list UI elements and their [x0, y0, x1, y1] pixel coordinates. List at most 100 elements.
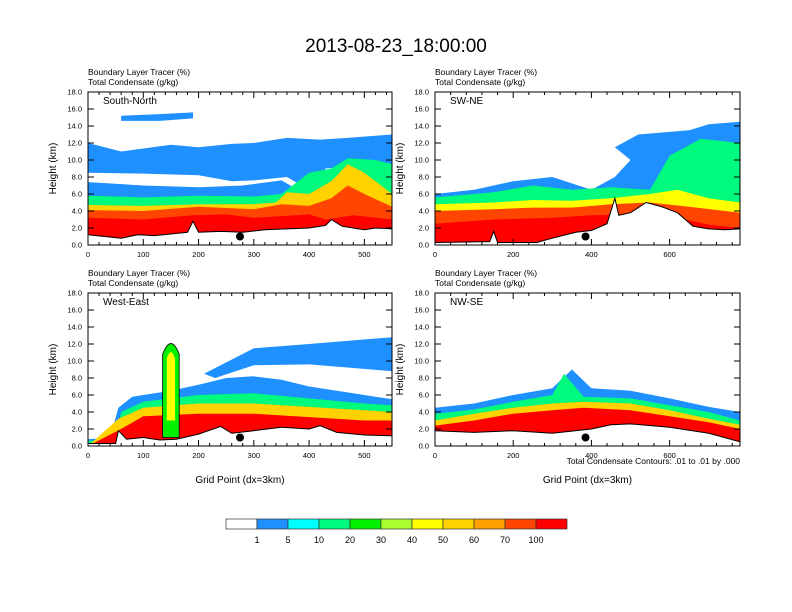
panel-subtitle: Total Condensate (g/kg) — [435, 77, 525, 87]
colorbar-swatch — [380, 518, 413, 530]
y-axis-label: Height (km) — [48, 143, 59, 195]
y-tick-label: 12.0 — [414, 340, 429, 349]
y-tick-label: 14.0 — [414, 122, 429, 131]
y-axis-label: Height (km) — [395, 344, 406, 396]
panel-subtitle: Boundary Layer Tracer (%) — [88, 268, 190, 278]
terrain-outline — [88, 425, 392, 444]
x-tick-label: 100 — [137, 250, 150, 259]
tracer-upper-band — [121, 112, 194, 121]
x-tick-label: 100 — [137, 451, 150, 460]
y-tick-label: 10.0 — [67, 357, 82, 366]
colorbar-label: 40 — [407, 535, 417, 545]
location-marker — [236, 232, 244, 241]
y-tick-label: 6.0 — [72, 391, 82, 400]
y-tick-label: 10.0 — [414, 156, 429, 165]
plot-frame — [434, 91, 741, 246]
y-tick-label: 18.0 — [67, 88, 82, 97]
colorbar-swatch — [318, 518, 351, 530]
plot-frame — [87, 91, 393, 246]
y-tick-label: 12.0 — [414, 139, 429, 148]
terrain — [435, 198, 740, 245]
colorbar-label: 30 — [376, 535, 386, 545]
x-axis-label: Grid Point (dx=3km) — [195, 475, 284, 486]
location-marker — [581, 232, 590, 241]
y-tick-label: 2.0 — [72, 425, 82, 434]
colorbar-label: 60 — [469, 535, 479, 545]
colorbar-swatch — [442, 518, 475, 530]
location-marker — [581, 433, 590, 442]
panel-title: NW-SE — [450, 297, 483, 308]
panel-title: SW-NE — [450, 96, 483, 107]
panel-subtitle: Total Condensate (g/kg) — [435, 278, 525, 288]
y-tick-label: 12.0 — [67, 139, 82, 148]
x-tick-label: 600 — [663, 451, 676, 460]
contour-note: Total Condensate Contours: .01 to .01 by… — [567, 456, 741, 466]
x-tick-label: 400 — [303, 451, 316, 460]
colorbar-swatch — [225, 518, 258, 530]
panel-west-east: 0 100 200 300 400 500 0.0 2.0 4.0 6.0 8.0 10.0 12.0 1… — [48, 268, 393, 486]
panel-title: West-East — [103, 297, 149, 308]
y-tick-label: 6.0 — [419, 190, 429, 199]
panel-subtitle: Total Condensate (g/kg) — [88, 278, 178, 288]
y-tick-label: 4.0 — [72, 207, 82, 216]
colorbar-swatch — [349, 518, 382, 530]
y-tick-label: 14.0 — [67, 122, 82, 131]
colorbar-label: 50 — [438, 535, 448, 545]
y-tick-label: 2.0 — [419, 425, 429, 434]
panel-sw-ne: 0 200 400 600 0.0 2.0 4.0 6.0 8.0 10.0 12.0 14.0 16.… — [395, 67, 741, 259]
panel-subtitle: Boundary Layer Tracer (%) — [435, 268, 537, 278]
y-tick-label: 10.0 — [67, 156, 82, 165]
x-tick-label: 500 — [358, 250, 371, 259]
y-tick-label: 10.0 — [414, 357, 429, 366]
colorbar-swatch — [287, 518, 320, 530]
x-tick-label: 0 — [433, 250, 437, 259]
plume-core — [166, 352, 176, 421]
tracer-upper-band — [204, 337, 392, 378]
colorbar-label: 20 — [345, 535, 355, 545]
y-tick-label: 18.0 — [67, 289, 82, 298]
y-tick-label: 4.0 — [419, 408, 429, 417]
x-tick-label: 300 — [248, 250, 261, 259]
location-marker — [236, 433, 244, 442]
panel-title: South-North — [103, 96, 157, 107]
y-axis-label: Height (km) — [395, 143, 406, 195]
y-tick-label: 14.0 — [67, 323, 82, 332]
y-tick-label: 2.0 — [419, 224, 429, 233]
x-tick-label: 500 — [358, 451, 371, 460]
y-tick-label: 0.0 — [419, 442, 429, 451]
plot-frame — [434, 292, 741, 447]
y-tick-label: 12.0 — [67, 340, 82, 349]
colorbar-label: 100 — [528, 535, 543, 545]
x-tick-label: 400 — [585, 250, 598, 259]
y-tick-label: 16.0 — [67, 306, 82, 315]
y-tick-label: 0.0 — [419, 241, 429, 250]
colorbar-swatch — [473, 518, 506, 530]
y-tick-label: 4.0 — [419, 207, 429, 216]
y-tick-label: 8.0 — [72, 374, 82, 383]
colorbar-swatch — [256, 518, 289, 530]
y-tick-label: 16.0 — [414, 105, 429, 114]
y-tick-label: 14.0 — [414, 323, 429, 332]
colorbar-label: 5 — [285, 535, 290, 545]
x-tick-label: 200 — [192, 451, 205, 460]
x-axis-label: Grid Point (dx=3km) — [543, 475, 632, 486]
y-tick-label: 0.0 — [72, 442, 82, 451]
y-tick-label: 16.0 — [414, 306, 429, 315]
x-tick-label: 200 — [507, 451, 520, 460]
panel-nw-se: 0 200 400 600 0.0 2.0 4.0 6.0 8.0 10.0 12.0 14.0 16.… — [395, 268, 741, 486]
y-tick-label: 6.0 — [72, 190, 82, 199]
panel-subtitle: Boundary Layer Tracer (%) — [435, 67, 537, 77]
colorbar-label: 10 — [314, 535, 324, 545]
y-axis-label: Height (km) — [48, 344, 59, 396]
x-tick-label: 0 — [86, 250, 90, 259]
colorbar-swatch — [504, 518, 537, 530]
panel-subtitle: Total Condensate (g/kg) — [88, 77, 178, 87]
y-tick-label: 18.0 — [414, 88, 429, 97]
y-tick-label: 0.0 — [72, 241, 82, 250]
terrain-outline — [88, 218, 392, 239]
y-tick-label: 8.0 — [419, 374, 429, 383]
x-tick-label: 0 — [433, 451, 437, 460]
y-tick-label: 8.0 — [72, 173, 82, 182]
y-tick-label: 6.0 — [419, 391, 429, 400]
colorbar-swatch — [535, 518, 568, 530]
